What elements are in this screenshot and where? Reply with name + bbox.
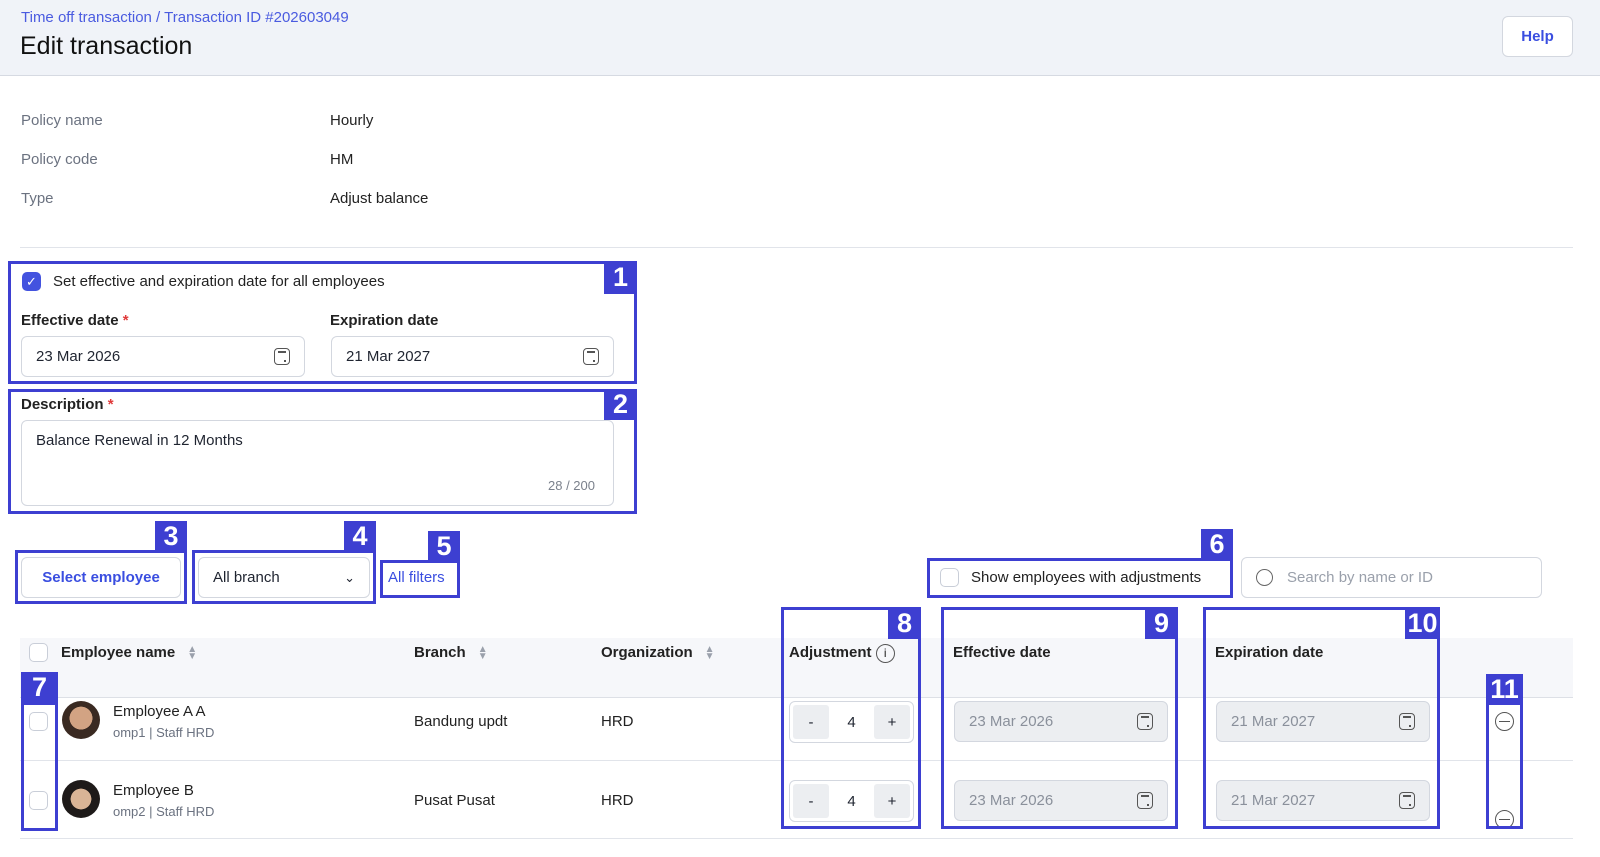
- adjustment-value[interactable]: 4: [847, 792, 856, 810]
- description-label: Description *: [21, 396, 114, 413]
- calendar-icon: [1137, 792, 1153, 809]
- annotation-label: 11: [1486, 674, 1523, 704]
- annotation-label: 9: [1145, 607, 1178, 639]
- expiration-date-input[interactable]: 21 Mar 2027: [331, 336, 614, 377]
- type-label: Type: [21, 190, 54, 207]
- employee-sub: omp1 | Staff HRD: [113, 725, 215, 740]
- adjustment-stepper[interactable]: -4 +: [789, 780, 914, 822]
- calendar-icon: [274, 348, 290, 365]
- row-checkbox[interactable]: [29, 791, 48, 810]
- row-divider: [20, 838, 1573, 839]
- annotation-box: [781, 607, 921, 829]
- annotation-box: [380, 560, 460, 598]
- page-header: [0, 0, 1600, 76]
- row-expiration-date: 21 Mar 2027: [1216, 701, 1430, 742]
- annotation-box: [1203, 607, 1440, 829]
- select-all-checkbox[interactable]: [29, 643, 48, 662]
- divider: [20, 247, 1573, 248]
- col-expiration-date: Expiration date: [1215, 644, 1324, 661]
- annotation-label: 4: [344, 521, 376, 552]
- increment-button[interactable]: +: [874, 705, 910, 739]
- annotation-box: [8, 389, 637, 514]
- description-textarea[interactable]: Balance Renewal in 12 Months: [21, 420, 614, 506]
- calendar-icon: [1399, 713, 1415, 730]
- calendar-icon: [583, 348, 599, 365]
- annotation-label: 3: [155, 521, 187, 552]
- set-dates-checkbox[interactable]: ✓: [22, 272, 41, 291]
- calendar-icon: [1399, 792, 1415, 809]
- decrement-button[interactable]: -: [793, 784, 829, 818]
- effective-date-input[interactable]: 23 Mar 2026: [21, 336, 305, 377]
- annotation-box: [192, 550, 376, 604]
- annotation-label: 2: [604, 389, 637, 420]
- increment-button[interactable]: +: [874, 784, 910, 818]
- annotation-label: 10: [1405, 607, 1440, 639]
- branch-cell: Bandung updt: [414, 713, 508, 730]
- annotation-box: [8, 261, 637, 384]
- sort-icon: ▲ ▼: [187, 644, 198, 663]
- page-title: Edit transaction: [20, 32, 193, 60]
- table-header: [20, 638, 1573, 698]
- select-employee-button[interactable]: Select employee: [21, 557, 181, 598]
- row-checkbox[interactable]: [29, 712, 48, 731]
- annotation-label: 8: [888, 607, 921, 639]
- policy-code-value: HM: [330, 151, 354, 168]
- col-branch[interactable]: Branch ▲ ▼: [414, 644, 488, 663]
- breadcrumb[interactable]: Time off transaction / Transaction ID #2…: [21, 9, 349, 26]
- policy-name-value: Hourly: [330, 112, 374, 129]
- expiration-date-label: Expiration date: [330, 312, 439, 329]
- row-effective-date: 23 Mar 2026: [954, 701, 1168, 742]
- branch-cell: Pusat Pusat: [414, 792, 495, 809]
- all-filters-link[interactable]: All filters: [388, 569, 445, 586]
- sort-icon: ▲ ▼: [477, 644, 488, 663]
- org-cell: HRD: [601, 713, 634, 730]
- remove-row-icon[interactable]: [1495, 712, 1514, 731]
- decrement-button[interactable]: -: [793, 705, 829, 739]
- annotation-label: 5: [428, 531, 460, 562]
- col-employee-name[interactable]: Employee name ▲ ▼: [61, 644, 198, 663]
- employee-name: Employee A A: [113, 703, 206, 720]
- annotation-box: [21, 702, 58, 831]
- effective-date-label: Effective date *: [21, 312, 129, 329]
- avatar: [62, 780, 100, 818]
- set-dates-label: Set effective and expiration date for al…: [53, 273, 385, 290]
- adjustment-value[interactable]: 4: [847, 713, 856, 731]
- chevron-down-icon: ⌄: [344, 569, 355, 585]
- policy-code-label: Policy code: [21, 151, 98, 168]
- search-input[interactable]: Search by name or ID: [1241, 557, 1542, 598]
- show-adjustments-checkbox[interactable]: [940, 568, 959, 587]
- calendar-icon: [1137, 713, 1153, 730]
- col-adjustment: Adjustment i: [789, 644, 895, 663]
- sort-icon: ▲ ▼: [704, 644, 715, 663]
- policy-name-label: Policy name: [21, 112, 103, 129]
- annotation-box: [927, 558, 1233, 598]
- row-divider: [20, 760, 1573, 761]
- show-adjustments-label: Show employees with adjustments: [971, 569, 1202, 586]
- row-expiration-date: 21 Mar 2027: [1216, 780, 1430, 821]
- annotation-box: [941, 607, 1178, 829]
- row-effective-date: 23 Mar 2026: [954, 780, 1168, 821]
- annotation-label: 7: [21, 672, 58, 703]
- avatar: [62, 701, 100, 739]
- help-button[interactable]: Help: [1502, 16, 1573, 57]
- check-icon: ✓: [26, 273, 37, 289]
- char-counter: 28 / 200: [548, 478, 595, 493]
- info-icon[interactable]: i: [875, 644, 895, 663]
- annotation-box: [15, 550, 187, 604]
- org-cell: HRD: [601, 792, 634, 809]
- col-organization[interactable]: Organization ▲ ▼: [601, 644, 715, 663]
- branch-select[interactable]: All branch ⌄: [198, 557, 370, 598]
- type-value: Adjust balance: [330, 190, 429, 207]
- col-effective-date: Effective date: [953, 644, 1051, 661]
- search-icon: [1256, 569, 1273, 586]
- annotation-label: 1: [604, 261, 637, 294]
- annotation-label: 6: [1201, 529, 1233, 560]
- employee-sub: omp2 | Staff HRD: [113, 804, 215, 819]
- employee-name: Employee B: [113, 782, 194, 799]
- annotation-box: [1486, 702, 1523, 829]
- adjustment-stepper[interactable]: -4 +: [789, 701, 914, 743]
